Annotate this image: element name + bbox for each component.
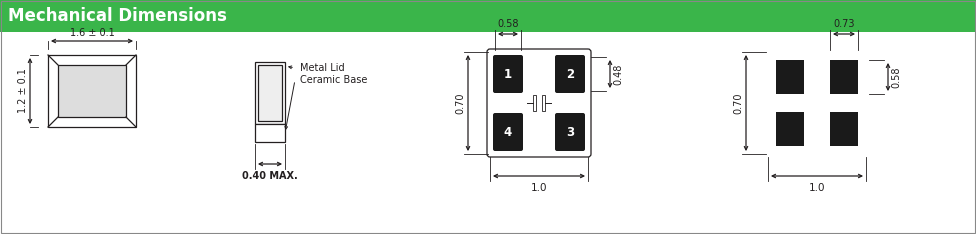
FancyBboxPatch shape [555, 55, 585, 93]
Bar [58, 65, 126, 117]
Text: 2: 2 [566, 67, 574, 80]
Text: 0.58: 0.58 [891, 66, 901, 88]
Text: 0.73: 0.73 [834, 19, 855, 29]
Text: 1.0: 1.0 [809, 183, 826, 193]
Bar [255, 62, 285, 124]
Text: 1.0: 1.0 [531, 183, 548, 193]
Text: 1: 1 [504, 67, 512, 80]
FancyBboxPatch shape [493, 55, 523, 93]
Text: 1.6 ± 0.1: 1.6 ± 0.1 [69, 28, 114, 38]
Text: Metal Lid: Metal Lid [300, 63, 345, 73]
Text: 0.48: 0.48 [613, 63, 623, 85]
Text: 4: 4 [504, 125, 512, 139]
FancyBboxPatch shape [493, 113, 523, 151]
Bar [776, 60, 804, 94]
Bar [48, 55, 136, 127]
FancyBboxPatch shape [487, 49, 591, 157]
Bar [776, 112, 804, 146]
Bar [0, 0, 976, 32]
Bar [255, 124, 285, 142]
Text: Ceramic Base: Ceramic Base [300, 75, 367, 85]
FancyBboxPatch shape [555, 113, 585, 151]
Bar [830, 60, 858, 94]
Bar [533, 95, 536, 111]
Text: 0.70: 0.70 [733, 92, 743, 114]
Text: Mechanical Dimensions: Mechanical Dimensions [8, 7, 226, 25]
Text: 1.2 ± 0.1: 1.2 ± 0.1 [18, 69, 28, 113]
Bar [542, 95, 545, 111]
Bar [258, 65, 282, 121]
Text: 0.70: 0.70 [455, 92, 465, 114]
Text: 3: 3 [566, 125, 574, 139]
Bar [830, 112, 858, 146]
Text: 0.40 MAX.: 0.40 MAX. [242, 171, 298, 181]
Text: 0.58: 0.58 [497, 19, 519, 29]
